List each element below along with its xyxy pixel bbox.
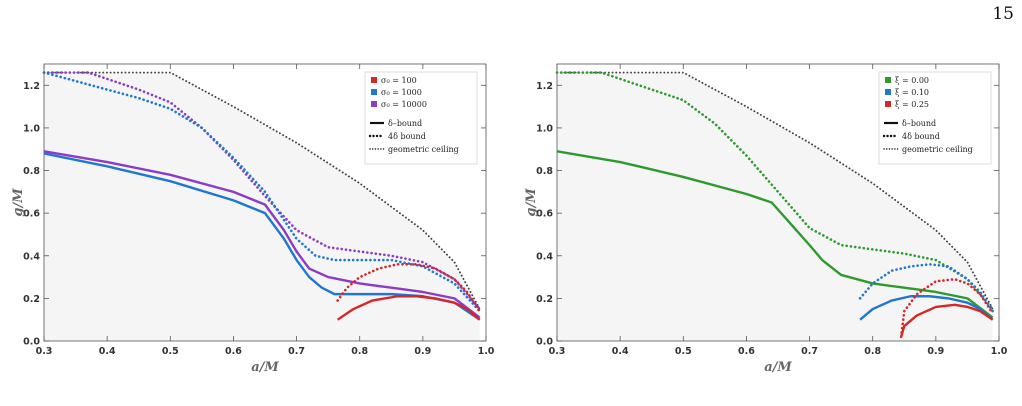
series-line-ceiling-0 [43,71,481,310]
legend-series-label: σ₀ = 10000 [381,100,427,109]
x-tick-label: 0.9 [927,346,944,357]
x-tick-label: 0.9 [414,346,431,357]
legend-series-label: ξ = 0.25 [895,100,929,109]
series-line-4delta-4 [42,71,481,313]
y-tick-label: 0.8 [23,166,40,177]
x-tick-label: 1.0 [991,346,1008,357]
x-tick-label: 0.7 [801,346,818,357]
y-tick-label: 0.0 [23,337,40,348]
y-tick-label: 0.8 [536,166,553,177]
x-tick-label: 0.3 [36,346,53,357]
legend-style-label: geometric ceiling [902,145,973,154]
y-tick-label: 0.4 [23,251,40,262]
legend-style-label: geometric ceiling [388,145,459,154]
x-axis-label: a/M [251,360,279,375]
x-tick-label: 1.0 [478,346,495,357]
legend-swatch [885,101,891,107]
x-tick-label: 0.4 [99,346,116,357]
legend-style-label: δ–bound [388,119,422,128]
legend-swatch [371,77,377,83]
series-line-delta-3 [859,295,994,321]
x-tick-label: 0.4 [612,346,629,357]
y-axis-label: g/M [11,188,26,217]
series-line-4delta-4 [858,262,994,313]
legend-style-label: 4δ bound [902,132,940,141]
y-tick-label: 0.0 [536,337,553,348]
series-line-delta-5 [336,295,481,321]
x-tick-label: 0.8 [864,346,881,357]
legend-style-label: δ–bound [902,119,936,128]
x-tick-label: 0.6 [738,346,755,357]
legend-series-label: σ₀ = 1000 [381,88,422,97]
chart-panel-2: 0.3 0.4 0.5 0.6 0.7 0.8 0.9 1.0 0.0 0.2 0.4 0.6 0.8 1… [524,63,1008,375]
y-tick-label: 0.2 [536,294,553,305]
legend: ξ = 0.00 ξ = 0.10 ξ = 0.25 δ–bound 4δ bound g… [878,71,992,165]
series-line-ceiling-0 [556,71,994,310]
y-axis-label: g/M [524,188,539,217]
y-tick-label: 1.2 [536,81,553,92]
series-line-4delta-2 [555,71,994,311]
x-tick-label: 0.8 [351,346,368,357]
y-tick-label: 1.0 [23,123,40,134]
plot-frame [43,63,487,342]
series-line-delta-5 [899,303,994,338]
x-tick-label: 0.3 [549,346,566,357]
legend-swatch [885,89,891,95]
legend-swatch [371,101,377,107]
x-tick-label: 0.5 [162,346,179,357]
legend-series-label: ξ = 0.00 [895,76,929,85]
legend-style-label: 4δ bound [388,132,426,141]
series-line-delta-1 [556,150,994,319]
series-line-4delta-6 [336,262,481,313]
y-tick-label: 0.4 [536,251,553,262]
x-tick-label: 0.7 [288,346,305,357]
legend: σ₀ = 100 σ₀ = 1000 σ₀ = 10000 δ–bound 4δ bou… [364,71,478,165]
series-line-delta-1 [43,150,481,319]
y-tick-label: 0.2 [23,294,40,305]
y-tick-label: 1.2 [23,81,40,92]
x-axis-label: a/M [764,360,792,375]
x-tick-label: 0.6 [225,346,242,357]
legend-swatch [885,77,891,83]
y-tick-label: 1.0 [536,123,553,134]
chart-panel-1: 0.3 0.4 0.5 0.6 0.7 0.8 0.9 1.0 0.0 0.2 0.4 0.6 0.8 1… [11,63,495,375]
series-line-4delta-6 [899,277,994,339]
legend-series-label: σ₀ = 100 [381,76,417,85]
y-tick-label: 0.6 [536,209,553,220]
page-number: 15 [992,4,1014,24]
shaded-region [44,72,480,342]
legend-series-label: ξ = 0.10 [895,88,929,97]
legend-swatch [371,89,377,95]
y-tick-label: 0.6 [23,209,40,220]
plot-frame [556,63,1000,342]
x-tick-label: 0.5 [675,346,692,357]
